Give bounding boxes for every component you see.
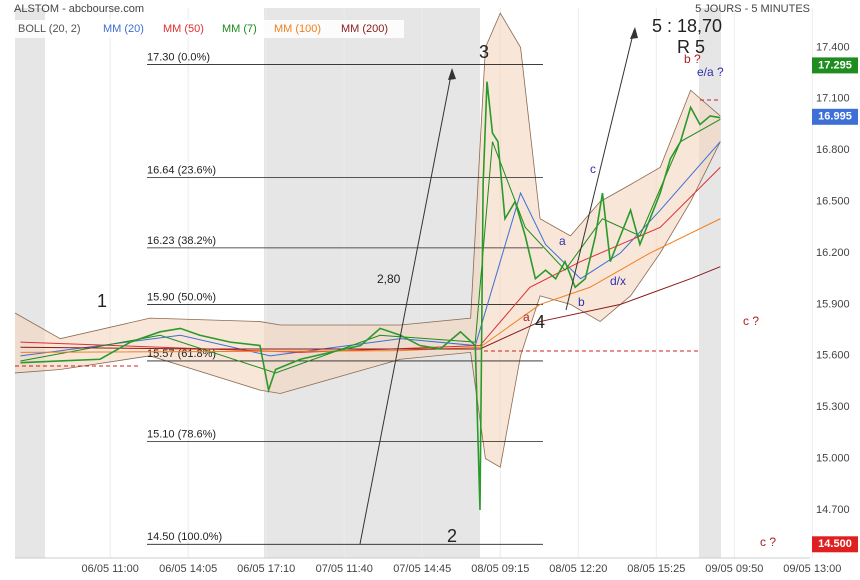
fib-label: 17.30 (0.0%) [147,51,210,63]
legend-entry: MM (200) [341,23,388,35]
drawings [15,27,720,545]
y-tick-label: 15.900 [816,298,850,310]
fib-label: 15.57 (61.8%) [147,348,216,360]
fib-label: 16.64 (23.6%) [147,165,216,177]
wave-sub-label: c [590,162,596,176]
x-tick-label: 06/05 11:00 [82,563,139,575]
legend-entry: MM (20) [103,23,144,35]
wave-sub-label: c ? [743,314,759,328]
boll-upper [14,12,721,340]
wave-sub-label: e/a ? [697,65,724,79]
price-marker-label: 17.295 [818,59,852,71]
x-tick-label: 06/05 14:05 [159,563,217,575]
target-label: R 5 [677,37,705,57]
price-marker-label: 14.500 [818,538,852,550]
price-marker [812,536,858,553]
header-period: 5 JOURS - 5 MINUTES [695,3,810,15]
x-tick-label: 08/05 09:15 [471,563,529,575]
shade [264,8,480,558]
x-tick-label: 08/05 15:25 [627,563,685,575]
boll-band [15,13,721,468]
arrow-head [448,68,456,80]
y-tick-label: 17.400 [816,41,850,53]
fib-label: 16.23 (38.2%) [147,235,216,247]
series-line [20,166,721,353]
y-tick-label: 14.700 [816,504,850,516]
trend-arrow [565,29,635,311]
y-tick-label: 16.200 [816,247,850,259]
series-line [20,118,721,374]
y-tick-label: 17.100 [816,93,850,105]
wave-sub-label: b [578,295,585,309]
y-tick-label: 15.300 [816,401,850,413]
wave-label: 1 [97,291,107,311]
wave-label: 2 [447,526,457,546]
wave-sub-label: a [523,310,530,324]
wave-sub-label: b ? [684,52,701,66]
x-tick-label: 07/05 11:40 [316,563,373,575]
y-tick-label: 15.000 [816,453,850,465]
wave-sub-label: c ? [760,535,776,549]
fib-label: 14.50 (100.0%) [147,531,222,543]
header-title: ALSTOM - abcbourse.com [14,3,144,15]
fib-label: 15.90 (50.0%) [147,291,216,303]
boll-lower [14,141,721,468]
y-tick-label: 16.800 [816,144,850,156]
target-label: 5 : 18,70 [652,16,722,36]
price-marker [812,108,858,125]
series-line [20,218,721,353]
trend-arrow [359,69,453,545]
shade [699,8,721,558]
fib-label: 15.10 (78.6%) [147,428,216,440]
wave-label: 3 [479,42,489,62]
wave-label: 4 [535,312,545,332]
legend-entry: MM (100) [274,23,321,35]
series-line [20,266,721,350]
axes: 14.700 15.000 15.300 15.600 15.900 16.200 16.5… [15,41,858,575]
x-tick-label: 06/05 17:10 [237,563,295,575]
y-tick-label: 16.500 [816,196,850,208]
x-tick-label: 09/05 13:00 [783,563,841,575]
price-marker-label: 16.995 [818,111,852,123]
shade [15,8,45,558]
plot: 17.30 (0.0%)16.64 (23.6%)16.23 (38.2%)15… [14,12,721,545]
arrow-head [630,27,638,39]
legend-entry: BOLL (20, 2) [18,23,81,35]
legend-bg [14,20,404,38]
y-tick-label: 15.600 [816,350,850,362]
x-tick-label: 07/05 14:45 [393,563,451,575]
legend: BOLL (20, 2) MM (20) MM (50) MM (7) MM (100)… [18,23,388,35]
x-tick-label: 08/05 12:20 [549,563,607,575]
session-shading [15,8,721,558]
wave-sub-label: a [559,234,566,248]
move-label: 2,80 [377,272,401,286]
wave-sub-label: d/x [610,274,626,288]
price-marker [812,57,858,74]
legend-entry: MM (7) [222,23,257,35]
annotations: 1 2 3 4 5 : 18,70 R 5 2,80 a a b c d/x b… [97,16,776,549]
legend-entry: MM (50) [163,23,204,35]
series-line [20,81,721,511]
x-tick-label: 09/05 09:50 [705,563,763,575]
